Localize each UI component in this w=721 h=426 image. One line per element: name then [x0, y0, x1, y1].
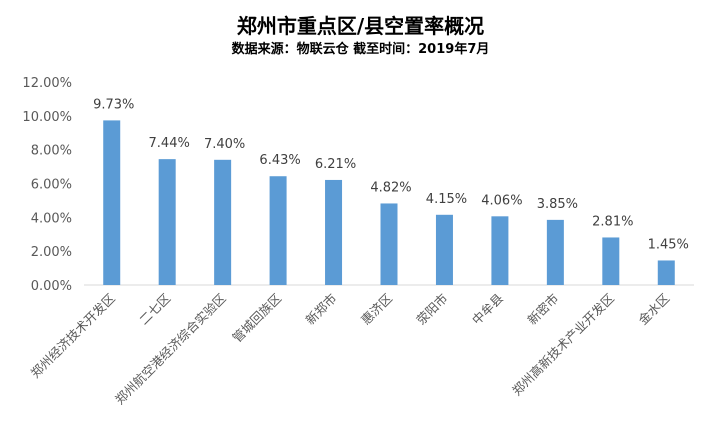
data-label: 3.85% [537, 197, 578, 212]
data-label: 7.44% [149, 136, 190, 151]
category-label: 郑州经济技术开发区 [28, 291, 118, 381]
data-label: 1.45% [648, 237, 689, 252]
bar [325, 179, 343, 285]
y-tick-label: 8.00% [31, 144, 72, 159]
data-label: 7.40% [204, 137, 245, 152]
bar [103, 120, 121, 285]
data-label: 4.82% [370, 180, 411, 195]
category-label: 二七区 [136, 291, 173, 328]
chart-subtitle: 数据来源：物联云仓 截至时间：2019年7月 [231, 42, 490, 57]
bar [657, 260, 675, 285]
bar [435, 214, 453, 285]
y-tick-label: 2.00% [31, 245, 72, 260]
category-label: 荥阳市 [413, 291, 450, 328]
bar [380, 203, 398, 285]
y-tick-label: 0.00% [31, 279, 72, 294]
data-label: 4.06% [481, 193, 522, 208]
category-label: 郑州航空港经济综合实验区 [112, 291, 229, 408]
y-tick-label: 10.00% [22, 110, 72, 125]
bar [546, 219, 564, 285]
bar [491, 216, 509, 285]
data-label: 6.21% [315, 157, 356, 172]
data-label: 6.43% [259, 153, 300, 168]
category-label: 管城回族区 [229, 291, 284, 346]
bar [214, 159, 232, 285]
chart-title: 郑州市重点区/县空置率概况 [236, 14, 485, 38]
category-label: 金水区 [635, 291, 672, 328]
bar [269, 176, 287, 285]
y-tick-label: 12.00% [22, 76, 72, 91]
y-tick-label: 4.00% [31, 211, 72, 226]
bar [602, 237, 620, 285]
data-label: 4.15% [426, 192, 467, 207]
category-label: 郑州高新技术产业开发区 [509, 291, 617, 399]
data-label: 9.73% [93, 97, 134, 112]
category-label: 新郑市 [303, 291, 340, 328]
bar [158, 159, 176, 285]
category-label: 新密市 [524, 291, 561, 328]
y-tick-label: 6.00% [31, 178, 72, 193]
category-label: 惠济区 [358, 291, 395, 328]
category-label: 中牟县 [469, 291, 506, 328]
data-label: 2.81% [592, 214, 633, 229]
